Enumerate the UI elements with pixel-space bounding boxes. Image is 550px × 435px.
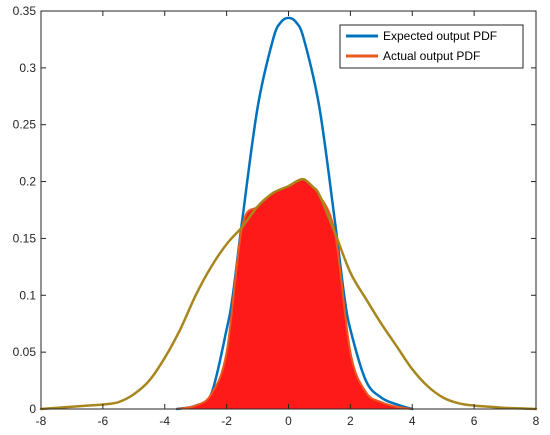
- y-tick-label: 0.15: [13, 231, 37, 245]
- x-tick-label: -2: [221, 414, 232, 428]
- legend-box: [339, 24, 524, 69]
- legend-label-actual: Actual output PDF: [383, 49, 480, 63]
- x-tick-label: 2: [347, 414, 354, 428]
- x-tick-label: 0: [285, 414, 292, 428]
- x-tick-label: -6: [98, 414, 109, 428]
- series-layer: [39, 16, 538, 411]
- x-tick-label: -8: [36, 414, 47, 428]
- x-tick-label: 8: [533, 414, 540, 428]
- actual-output-pdf-fill: [177, 179, 413, 409]
- expected-output-pdf-line: [175, 16, 414, 411]
- y-tick-label: 0.25: [13, 118, 37, 132]
- x-tick-label: 4: [409, 414, 416, 428]
- axes-ticks: -8 -6 -4 -2 0 2 4 6 8 0 0.05 0.1 0.15 0.2 0.25 0.3 0.35: [13, 4, 540, 428]
- legend-label-expected: Expected output PDF: [383, 29, 497, 43]
- y-tick-label: 0: [29, 402, 36, 416]
- x-tick-label: 6: [471, 414, 478, 428]
- y-tick-label: 0.05: [13, 345, 37, 359]
- y-tick-label: 0.35: [13, 4, 37, 18]
- x-tick-label: -4: [159, 414, 170, 428]
- y-tick-label: 0.2: [19, 175, 36, 189]
- y-tick-label: 0.3: [19, 61, 36, 75]
- legend: Expected output PDF Actual output PDF: [339, 24, 524, 69]
- y-tick-label: 0.1: [19, 288, 36, 302]
- density-curve-2-line: [39, 177, 538, 411]
